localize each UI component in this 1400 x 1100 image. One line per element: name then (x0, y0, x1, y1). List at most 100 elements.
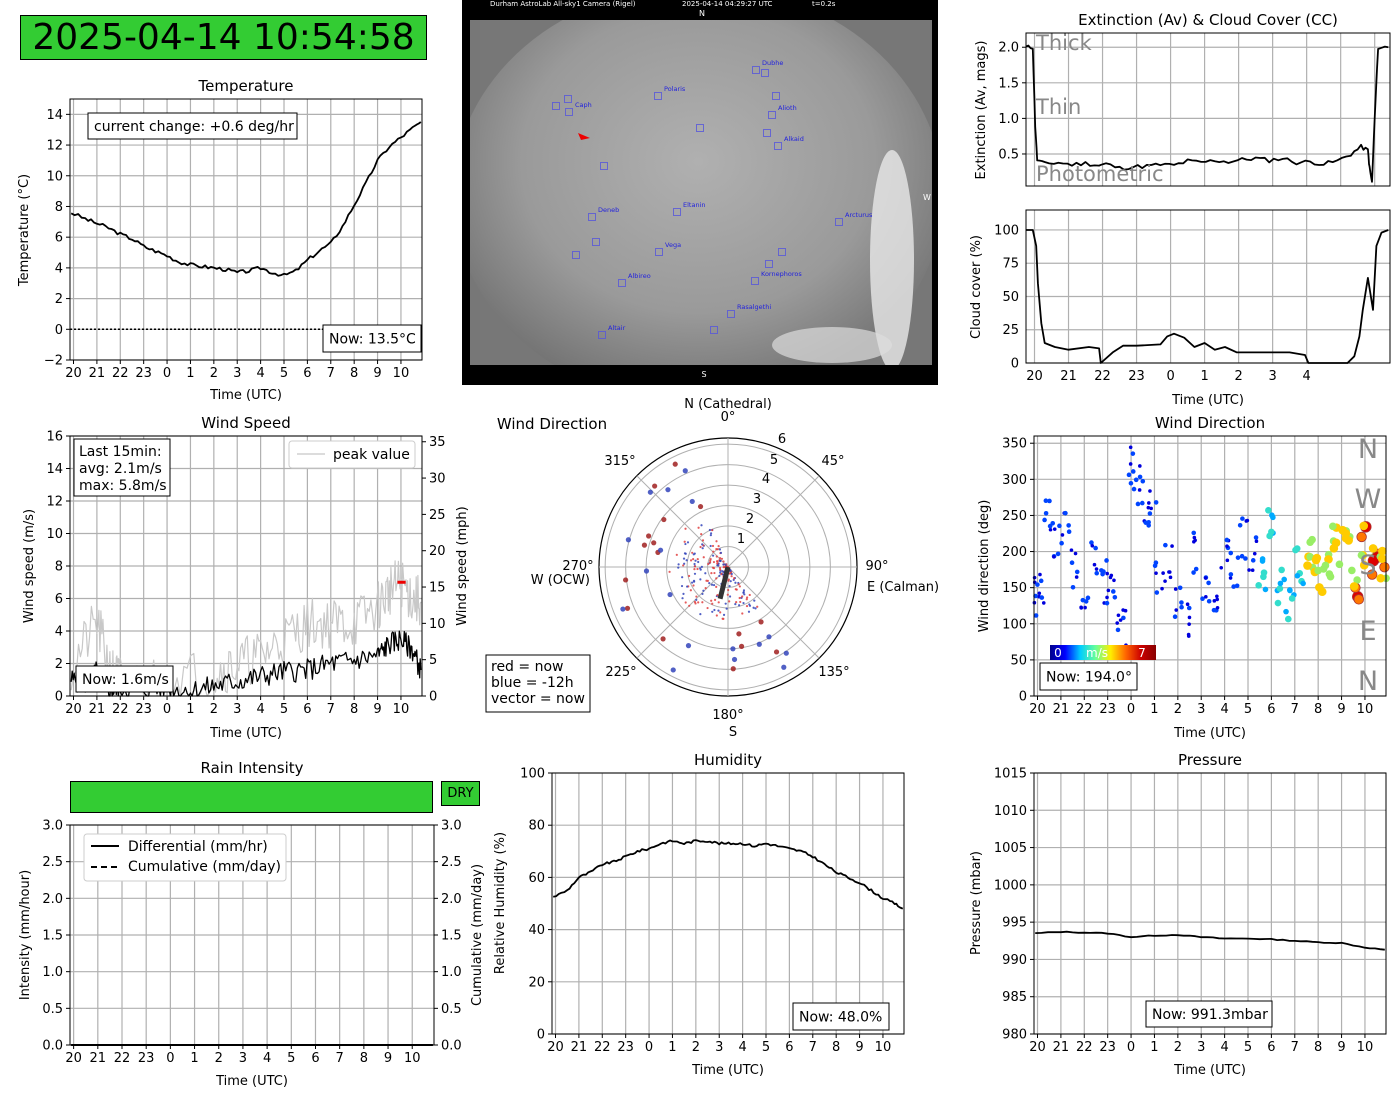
rain-xtick-label: 7 (336, 1051, 344, 1066)
allsky-star-marker (592, 238, 600, 246)
humidity-series (553, 839, 904, 910)
wind-polar-point (719, 571, 722, 574)
wind-polar-point (711, 544, 715, 548)
wind-polar-point (752, 606, 755, 609)
allsky-star-label: Eltanin (683, 201, 706, 209)
wind-polar-point (709, 534, 712, 537)
wind-dir-point (1186, 632, 1191, 637)
wind-speed-title: Wind Speed (201, 414, 291, 432)
wind-polar-point (734, 581, 737, 584)
rain-xtick-label: 8 (360, 1051, 368, 1066)
humidity-xtick-label: 21 (571, 1040, 588, 1055)
humidity-ytick-label: 40 (528, 923, 545, 938)
wind-polar-point (713, 608, 716, 612)
wind-speed-series (70, 630, 422, 697)
wind-polar-point (720, 557, 724, 560)
humidity-xtick-label: 0 (645, 1040, 653, 1055)
rain-xtick-label: 20 (65, 1051, 82, 1066)
wind-polar-point (643, 568, 650, 574)
wind-polar-point (708, 528, 712, 532)
temperature-ytick-label: 2 (55, 292, 63, 307)
cloud-xtick-label: 2 (1234, 369, 1242, 384)
wind-dir-point (1234, 583, 1240, 589)
rain-ytick-label: 1.0 (42, 965, 63, 980)
wind-polar-point (718, 574, 721, 578)
wind-dir-point (1074, 575, 1079, 579)
allsky-star-marker (552, 102, 560, 110)
temperature-xtick-label: 7 (327, 366, 335, 381)
wind-polar-angle-label: 45° (821, 454, 844, 469)
wind-dir-point (1349, 582, 1359, 591)
rain-ytick2-label: 1.5 (441, 929, 462, 944)
wind-speed-ytick2-label: 35 (429, 435, 446, 450)
wind-dir-point (1161, 571, 1165, 575)
pressure-ytick-label: 990 (1002, 953, 1027, 968)
wind-polar-point (738, 596, 741, 600)
temperature-ytick-label: 0 (55, 323, 63, 338)
wind-dir-point (1057, 523, 1062, 529)
wind-dir-ytick-label: 200 (1002, 545, 1027, 560)
wind-polar-point (689, 589, 692, 592)
wind-polar-point (718, 556, 722, 560)
wind-speed-xtick-label: 9 (373, 702, 381, 717)
wind-dir-compass-label: N (1358, 666, 1378, 697)
wind-polar-point (728, 600, 731, 603)
wind-dir-point (1357, 551, 1366, 559)
wind-polar-point (657, 547, 664, 553)
wind-dir-point (1348, 566, 1356, 575)
wind-polar-point (683, 562, 686, 565)
wind-dir-point (1228, 550, 1234, 556)
wind-dir-point (1133, 477, 1139, 483)
wind-polar-point (623, 577, 629, 583)
wind-polar-point (701, 543, 704, 546)
wind-polar-point (705, 579, 708, 582)
allsky-camera-image: Durham AstroLab All-sky1 Camera (Rigel) … (462, 0, 938, 385)
wind-dir-point (1185, 602, 1190, 607)
temperature-xtick-label: 8 (350, 366, 358, 381)
temperature-ytick-label: −2 (44, 354, 63, 369)
allsky-star-marker (654, 92, 662, 100)
wind-dir-point (1366, 569, 1378, 580)
wind-polar-point (719, 568, 722, 571)
wind-dir-colorbar-min: 0 (1054, 646, 1062, 660)
wind-polar-point (711, 566, 715, 569)
wind-polar-point (754, 607, 757, 610)
wind-polar-point (694, 602, 697, 605)
pressure-xtick-label: 23 (1099, 1040, 1116, 1055)
temperature-xlabel: Time (UTC) (209, 388, 282, 403)
allsky-star-label: Deneb (598, 206, 619, 214)
wind-speed-ytick2-label: 20 (429, 544, 446, 559)
wind-polar-point (683, 552, 687, 555)
temperature-xtick-label: 2 (210, 366, 218, 381)
wind-polar-point (746, 596, 749, 599)
wind-polar-point (641, 542, 648, 548)
wind-dir-xtick-label: 10 (1357, 702, 1374, 717)
wind-polar-legend-box (485, 654, 591, 713)
wind-dir-point (1211, 607, 1217, 613)
wind-polar-point (697, 503, 704, 510)
wind-dir-point (1274, 599, 1282, 607)
wind-polar-point (741, 612, 744, 615)
temperature-xtick-label: 0 (163, 366, 171, 381)
wind-dir-point (1066, 529, 1072, 535)
wind-polar-point (745, 604, 749, 608)
wind-dir-point (1254, 539, 1259, 544)
wind-dir-point (1353, 576, 1361, 584)
cloud-xtick-label: 1 (1200, 369, 1208, 384)
wind-dir-point (1111, 589, 1116, 594)
wind-polar-point (700, 524, 703, 527)
wind-polar-spoke (636, 566, 729, 659)
wind-polar-point (738, 585, 741, 588)
wind-dir-point (1228, 572, 1234, 577)
wind-dir-point (1048, 527, 1053, 532)
wind-dir-point (1130, 451, 1136, 456)
wind-speed-xtick-label: 20 (65, 702, 82, 717)
rain-ytick2-label: 0.5 (441, 1002, 462, 1017)
wind-polar-point (681, 597, 684, 600)
allsky-south: S (701, 370, 706, 379)
wind-polar-point (710, 599, 713, 602)
humidity-xtick-label: 2 (692, 1040, 700, 1055)
wind-dir-xtick-label: 20 (1029, 702, 1046, 717)
wind-dir-point (1108, 575, 1113, 580)
